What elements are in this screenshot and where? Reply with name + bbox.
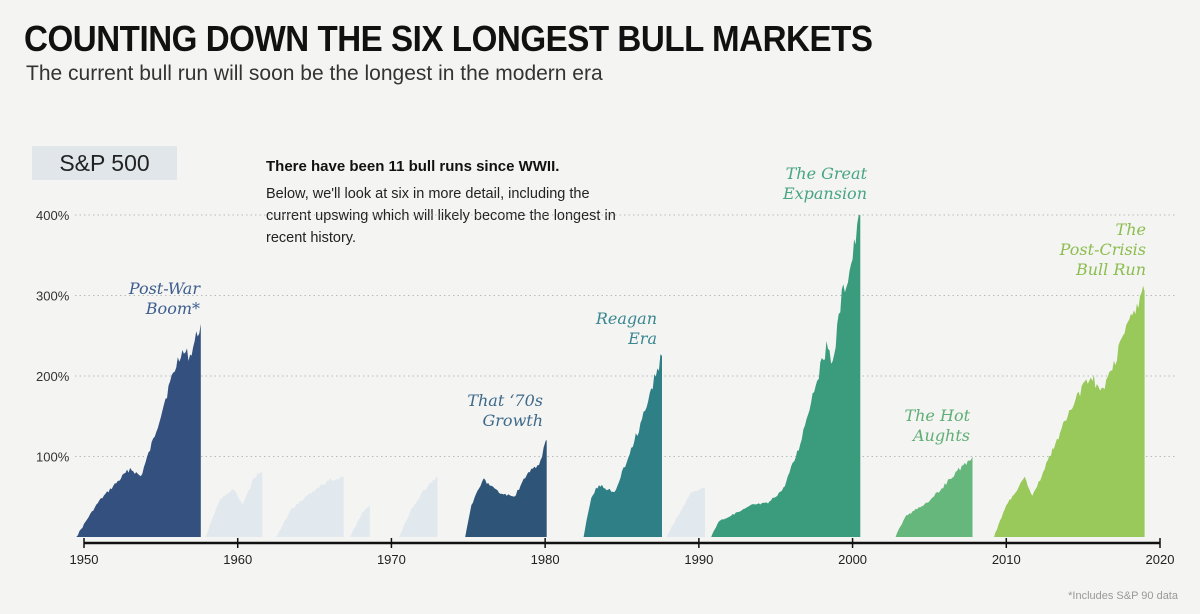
y-tick-label: 300%	[36, 289, 70, 304]
annotation-body: Below, we'll look at six in more detail,…	[266, 186, 616, 246]
series-label: The	[1116, 220, 1146, 239]
series-label: Bull Run	[1075, 260, 1146, 279]
series-label: Reagan	[595, 309, 657, 328]
x-tick-label: 2010	[992, 552, 1021, 567]
bull-run-area-post-war-boom	[76, 323, 201, 537]
y-tick-label: 100%	[36, 450, 70, 465]
y-tick-label: 400%	[36, 208, 70, 223]
x-tick-label: 2020	[1146, 552, 1175, 567]
series-label: The Great	[786, 164, 868, 183]
minor-bull-run-area	[349, 504, 370, 537]
minor-bull-run-area	[666, 487, 705, 537]
series-label: Boom*	[145, 299, 200, 318]
index-badge: S&P 500	[32, 146, 177, 180]
footnote: *Includes S&P 90 data	[1068, 590, 1178, 602]
bull-run-area-the-great-expansion	[711, 215, 861, 537]
x-tick-label: 1950	[70, 552, 99, 567]
x-tick-label: 1960	[223, 552, 252, 567]
y-tick-label: 200%	[36, 369, 70, 384]
x-tick-label: 1980	[531, 552, 560, 567]
annotation-heading: There have been 11 bull runs since WWII.	[266, 158, 560, 175]
series-label: Post-Crisis	[1059, 240, 1146, 259]
chart-subtitle: The current bull run will soon be the lo…	[26, 62, 603, 85]
series-label: Aughts	[911, 426, 970, 445]
bull-run-area-that-70s-growth	[465, 440, 547, 537]
bull-run-area-the-hot-aughts	[895, 456, 973, 537]
series-label: Expansion	[782, 184, 867, 203]
minor-bull-run-area	[276, 476, 344, 537]
minor-bull-run-area	[399, 476, 438, 537]
series-label: The Hot	[904, 406, 970, 425]
series-label: Post-War	[128, 279, 202, 298]
bull-run-area-reagan-era	[583, 354, 662, 537]
bull-run-area-the-post-crisis-bull-run	[994, 285, 1145, 537]
series-label: Growth	[483, 411, 544, 430]
series-label: Era	[627, 329, 657, 348]
x-tick-label: 1970	[377, 552, 406, 567]
x-tick-label: 1990	[684, 552, 713, 567]
x-tick-label: 2000	[838, 552, 867, 567]
series-label: That ‘70s	[467, 391, 543, 410]
minor-bull-run-area	[205, 472, 263, 537]
chart-title: COUNTING DOWN THE SIX LONGEST BULL MARKE…	[24, 18, 873, 59]
